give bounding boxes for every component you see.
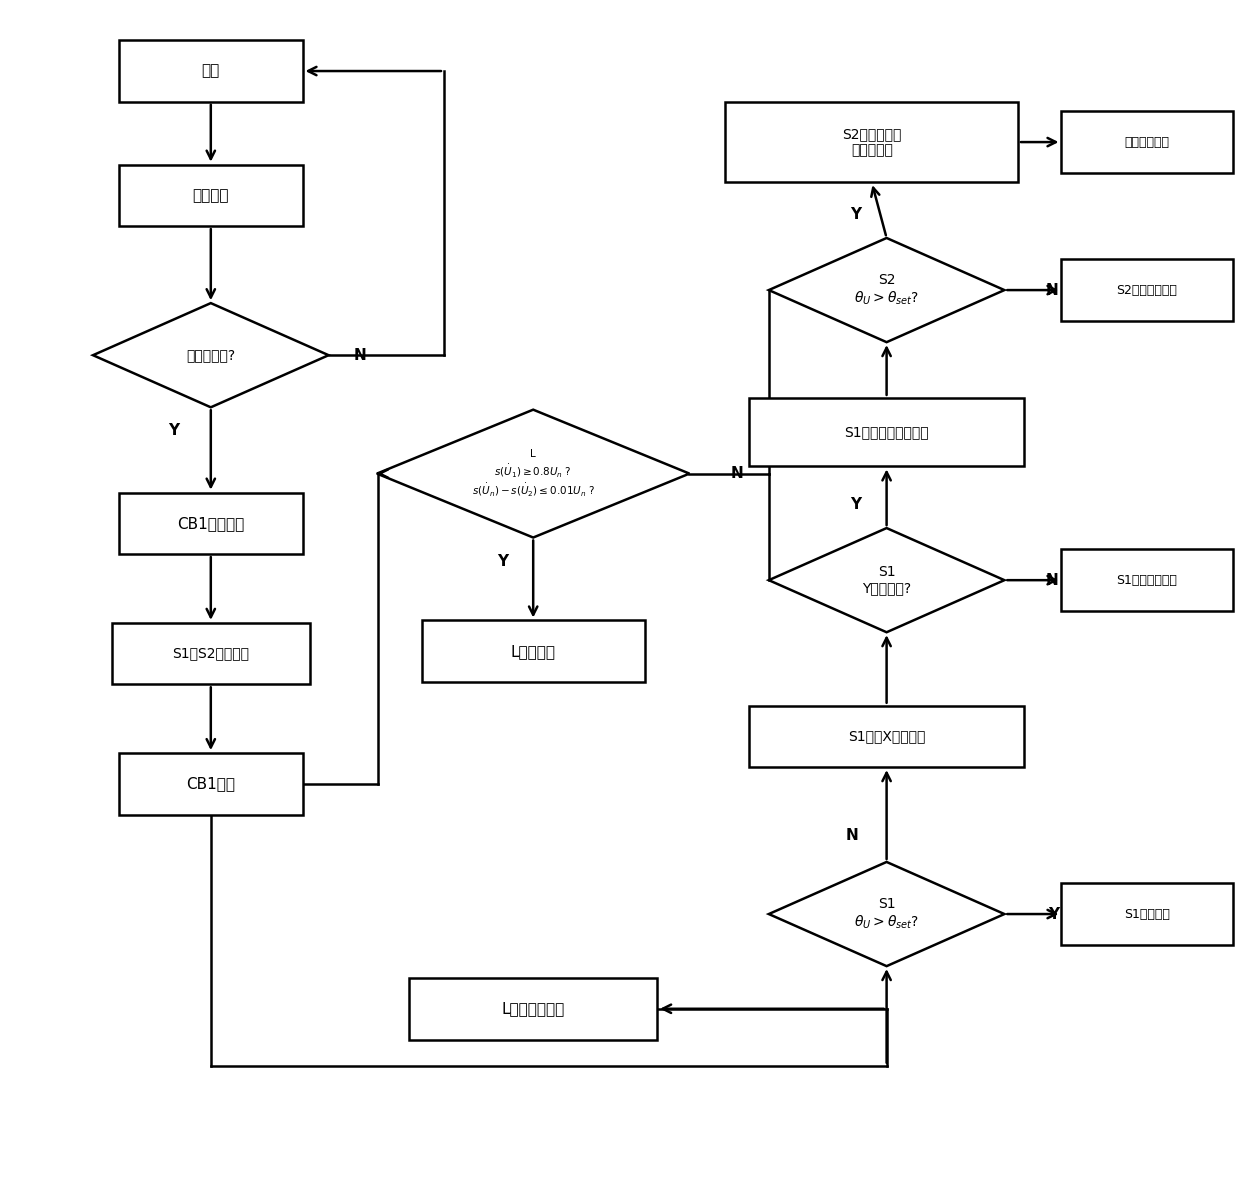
FancyBboxPatch shape — [1061, 111, 1233, 173]
Polygon shape — [93, 303, 329, 407]
Polygon shape — [769, 238, 1004, 342]
Polygon shape — [769, 862, 1004, 966]
Text: N: N — [846, 829, 858, 843]
Text: L计时转供合闸: L计时转供合闸 — [501, 1002, 565, 1016]
FancyBboxPatch shape — [1061, 259, 1233, 321]
Text: 故障检测: 故障检测 — [192, 188, 229, 202]
FancyBboxPatch shape — [1061, 883, 1233, 945]
Polygon shape — [769, 528, 1004, 632]
FancyBboxPatch shape — [749, 706, 1024, 767]
FancyBboxPatch shape — [112, 623, 310, 684]
FancyBboxPatch shape — [422, 620, 645, 682]
Text: S2保持分闸，
并闭锁合闸: S2保持分闸， 并闭锁合闸 — [842, 127, 901, 157]
Text: N: N — [1045, 283, 1058, 297]
Text: Y: Y — [497, 554, 507, 568]
Text: 故障区段隔离: 故障区段隔离 — [1125, 136, 1169, 148]
Text: Y: Y — [851, 497, 861, 511]
Text: S2中止时限逻辑: S2中止时限逻辑 — [1116, 284, 1178, 296]
Text: Y: Y — [1049, 907, 1059, 921]
Text: S1分闸，并闭锁合闸: S1分闸，并闭锁合闸 — [844, 425, 929, 439]
Text: S1得电X时限合闸: S1得电X时限合闸 — [848, 729, 925, 744]
Text: Y: Y — [169, 424, 179, 438]
Text: S1
Y时限失压?: S1 Y时限失压? — [862, 565, 911, 596]
FancyBboxPatch shape — [119, 753, 303, 815]
Text: CB1保护跳闸: CB1保护跳闸 — [177, 516, 244, 530]
Text: S1
$\theta_U>\theta_{set}$?: S1 $\theta_U>\theta_{set}$? — [854, 897, 919, 931]
Text: S2
$\theta_U>\theta_{set}$?: S2 $\theta_U>\theta_{set}$? — [854, 274, 919, 307]
Text: N: N — [1045, 573, 1058, 587]
Text: S1、S2失压跳闸: S1、S2失压跳闸 — [172, 646, 249, 661]
Text: 本线路故障?: 本线路故障? — [186, 348, 236, 362]
Text: CB1重合: CB1重合 — [186, 777, 236, 791]
FancyBboxPatch shape — [119, 40, 303, 102]
Polygon shape — [377, 410, 689, 538]
FancyBboxPatch shape — [725, 102, 1018, 182]
FancyBboxPatch shape — [1061, 549, 1233, 611]
Text: N: N — [730, 466, 743, 481]
Text: L
$s(\dot{U}_1)\geq0.8U_n$ ?
$s(\dot{U}_n)-s(\dot{U}_2)\leq0.01U_n$ ?: L $s(\dot{U}_1)\geq0.8U_n$ ? $s(\dot{U}_… — [471, 449, 595, 498]
Text: S1中止时限逻辑: S1中止时限逻辑 — [1116, 574, 1178, 586]
Text: 开始: 开始 — [202, 64, 219, 78]
Text: S1闭锁合闸: S1闭锁合闸 — [1125, 908, 1169, 920]
Text: L闭锁合闸: L闭锁合闸 — [511, 644, 556, 658]
FancyBboxPatch shape — [119, 493, 303, 554]
Text: Y: Y — [851, 207, 861, 221]
FancyBboxPatch shape — [409, 978, 657, 1040]
FancyBboxPatch shape — [119, 165, 303, 226]
FancyBboxPatch shape — [749, 398, 1024, 466]
Text: N: N — [353, 348, 366, 362]
